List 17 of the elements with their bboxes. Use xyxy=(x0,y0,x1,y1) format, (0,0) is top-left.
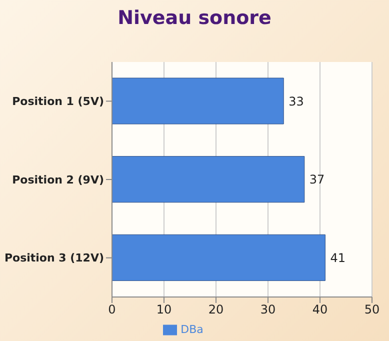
y-tick-label: Position 1 (5V) xyxy=(12,95,104,108)
bar xyxy=(112,156,305,203)
x-tick-label: 20 xyxy=(208,302,224,317)
x-tick-label: 50 xyxy=(364,302,380,317)
legend-label: DBa xyxy=(180,323,204,336)
bar xyxy=(112,234,326,281)
x-tick-label: 40 xyxy=(312,302,328,317)
x-tick-label: 10 xyxy=(156,302,172,317)
bar xyxy=(112,78,284,124)
y-tick-label: Position 3 (12V) xyxy=(4,252,104,265)
chart-title: Niveau sonore xyxy=(116,6,272,31)
data-label: 41 xyxy=(330,250,346,265)
data-label: 37 xyxy=(309,172,325,187)
data-label: 33 xyxy=(288,94,304,108)
x-tick-label: 0 xyxy=(108,302,116,317)
y-tick-label: Position 2 (9V) xyxy=(12,173,104,186)
x-tick-label: 30 xyxy=(260,302,276,317)
